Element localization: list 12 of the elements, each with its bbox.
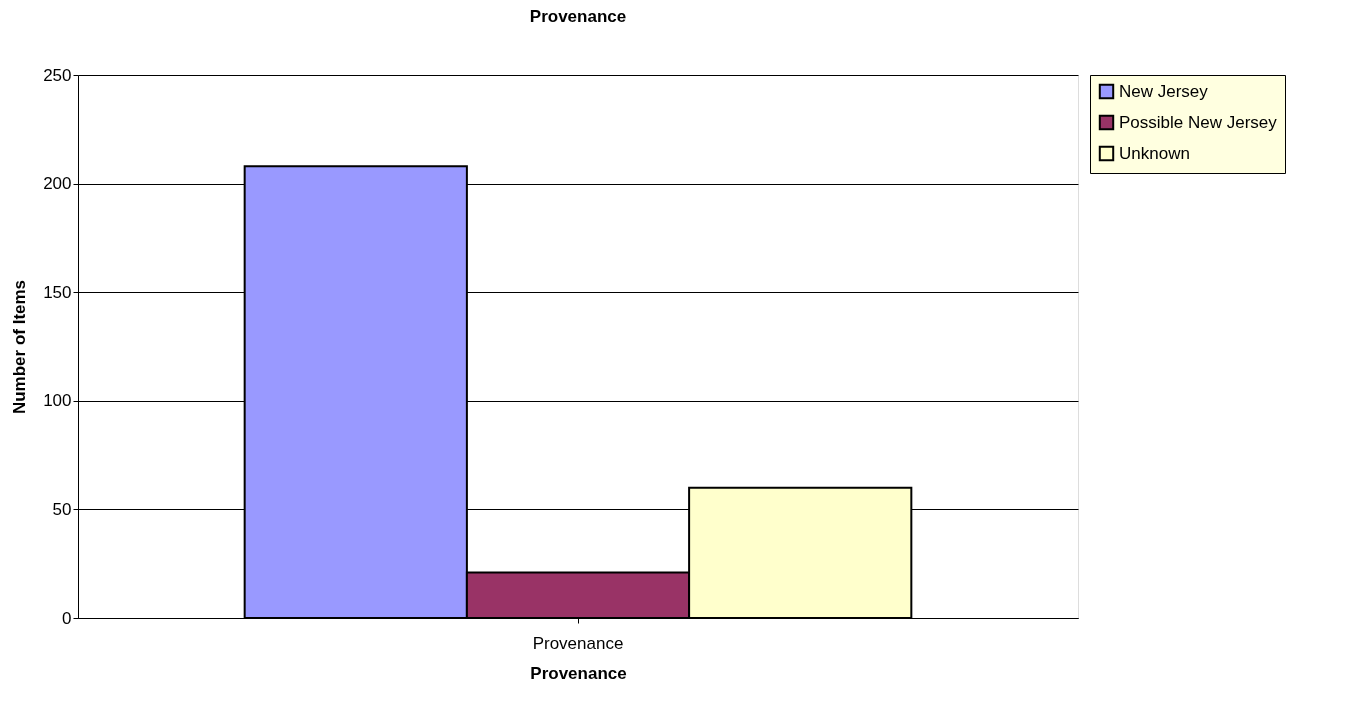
y-tick-label: 150 [43,282,72,302]
x-axis-title: Provenance [530,663,627,683]
legend-label: Unknown [1119,143,1190,163]
legend-label: Possible New Jersey [1119,112,1278,132]
y-tick-label: 0 [62,608,72,628]
y-tick-label: 250 [43,65,72,85]
y-tick-label: 200 [43,174,72,194]
y-tick-label: 100 [43,391,72,411]
legend-label: New Jersey [1119,81,1209,101]
y-tick-label: 50 [52,499,72,519]
y-axis-title: Number of Items [10,279,30,415]
chart-title: Provenance [529,7,627,26]
